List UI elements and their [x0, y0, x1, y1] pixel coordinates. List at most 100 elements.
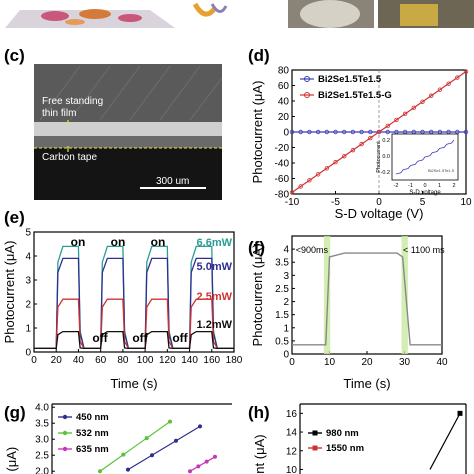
chart-d-ytick-label: -40 [275, 159, 290, 170]
chart-e-ytick-label: 5 [25, 228, 31, 239]
chart-d-ytick-label: -80 [275, 190, 290, 201]
chart-h-legend-label: 980 nm [326, 428, 359, 439]
chart-d-inset-ytick-label: 0.0 [382, 154, 390, 160]
chart-e-power-label: 1.2mW [197, 319, 233, 331]
chart-g-point [121, 452, 126, 457]
chart-g-series-line [189, 456, 216, 472]
chart-d-ytick-label: 60 [278, 81, 290, 92]
chart-e-xtick-label: 20 [51, 355, 63, 366]
chart-d-xtick-label: -5 [331, 197, 340, 208]
sem-film-label-line1: Free standing [42, 96, 103, 107]
chart-d-point [455, 75, 460, 80]
chart-d-point [324, 166, 329, 171]
chart-e-on-label: on [111, 235, 126, 249]
sem-scale-label: 300 um [156, 176, 189, 187]
chart-d-xtick-label: 10 [460, 197, 472, 208]
chart-f-xtick-label: 10 [324, 357, 336, 368]
chart-d-ytick-label: -20 [275, 143, 290, 154]
chart-d-ytick-label: -60 [275, 174, 290, 185]
chart-e-off-label: off [172, 331, 188, 345]
chart-g-series-line [127, 425, 201, 471]
chart-e-xtick-label: 40 [73, 355, 85, 366]
chart-d-point [324, 129, 329, 135]
chart-g-point [213, 454, 217, 459]
chart-f-fall-label: < 1100 ms [403, 245, 445, 255]
chart-f-ytick-label: 3 [283, 271, 289, 282]
chart-g-point [196, 464, 201, 469]
chart-h-ytick-label: 14 [286, 428, 298, 439]
chart-e-power-label: 5.0mW [197, 261, 233, 273]
chart-g-ytick-label: 4.0 [35, 403, 49, 414]
chart-d: -10 -5 0 5 10-80-60-40-20020406080Bi2Se1.5Te… [250, 66, 472, 222]
chart-d-point [385, 123, 390, 129]
chart-h-ytick-label: 16 [286, 409, 298, 420]
chart-d-point [298, 129, 303, 135]
chart-d-point [307, 129, 312, 135]
chart-f-xtick-label: 20 [361, 357, 373, 368]
sem-image [34, 64, 223, 200]
chart-e-ytick-label: 2 [25, 300, 31, 311]
chart-e-frame [33, 231, 235, 353]
chart-e-power-label: 6.6mW [197, 237, 233, 249]
chart-g-point [150, 453, 154, 458]
chart-f-ytick-label: 0 [283, 350, 289, 361]
chart-e-xtick-label: 180 [226, 355, 243, 366]
chart-d-inset-xtick-label: 0 [423, 183, 426, 189]
chart-g-point [168, 419, 172, 424]
chart-d-legend-marker [304, 76, 310, 82]
chart-e-on-label: on [151, 235, 166, 249]
chart-f-ytick-label: 1.5 [275, 310, 289, 321]
chart-f-ytick-label: 0.5 [275, 336, 289, 347]
chart-f-xtick-label: 30 [399, 357, 411, 368]
chart-d-inset-xtick-label: 2 [452, 183, 455, 189]
chart-e-ytick-label: 3 [25, 276, 31, 287]
chart-d-inset-ytick-label: 0.2 [382, 138, 390, 144]
chart-d-point [315, 172, 321, 177]
chart-g-ytick-label: 2.5 [35, 451, 49, 462]
chart-d-point [429, 93, 434, 98]
chart-d-ytick-label: 80 [278, 66, 290, 77]
chart-e-xtick-label: 160 [203, 355, 220, 366]
chart-d-xtick-label: 0 [376, 197, 382, 208]
chart-f-ytick-label: 3.5 [275, 258, 289, 269]
chart-d-point [359, 141, 364, 147]
chart-e-xtick-label: 0 [31, 355, 37, 366]
chart-h-legend-marker [312, 445, 318, 451]
chart-h-legend-label: 1550 nm [326, 443, 364, 454]
chart-d-point [376, 129, 382, 135]
chart-d-point [437, 87, 443, 92]
chart-f-ytick-label: 4 [283, 245, 289, 256]
chart-e-xlabel: Time (s) [110, 376, 157, 391]
chart-h: 10 12 14 16 980 nm 1550 nm rrent (μA) [252, 403, 467, 474]
chart-g: 2.0 2.5 3.0 3.5 4.0 450 nm 532 nm 635 nm ent (μA… [4, 403, 232, 474]
chart-e-xtick-label: 60 [95, 355, 107, 366]
chart-d-inset-ytick-label: -0.2 [381, 170, 390, 176]
chart-d-ytick-label: 20 [278, 112, 290, 123]
chart-e-ytick-label: 4 [25, 252, 31, 263]
chart-d-series-line [291, 71, 467, 193]
chart-d-point [446, 81, 451, 86]
chart-d-inset-xtick-label: 1 [438, 183, 441, 189]
chart-d-xtick-label: -10 [285, 197, 300, 208]
chart-g-point [198, 424, 202, 429]
chart-d-inset-xlabel: S-D voltage [409, 190, 441, 196]
chart-g-legend-marker [62, 414, 68, 420]
chart-f-rise-label: <900ms [296, 245, 329, 255]
chart-d-point [394, 117, 399, 123]
chart-d-legend-label: Bi2Se1.5Te1.5-G [318, 90, 392, 101]
chart-d-inset-series [395, 139, 455, 175]
panel-label-e: (e) [4, 208, 25, 227]
chart-g-ylabel: ent (μA) [4, 447, 19, 474]
chart-d-point [350, 129, 356, 135]
panel-label-f: (f) [248, 238, 265, 257]
chart-e-xtick-label: 120 [159, 355, 176, 366]
chart-e-ylabel: Photocurrent (μA) [2, 241, 17, 344]
chart-d-inset-xtick-label: -1 [408, 183, 413, 189]
chart-f-fall-band [401, 236, 408, 354]
chart-g-legend-label: 635 nm [76, 444, 109, 455]
chart-d-point [298, 184, 303, 189]
chart-f-rise-band [323, 236, 331, 354]
chart-d-legend-marker [304, 92, 310, 98]
